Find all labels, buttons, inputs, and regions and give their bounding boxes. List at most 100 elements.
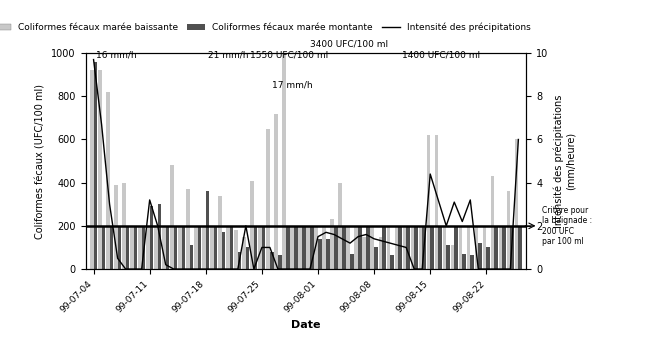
Bar [186,189,190,269]
Bar [149,206,153,269]
Bar [198,226,201,269]
Bar [126,226,129,269]
Bar [443,226,446,269]
Bar [491,176,494,269]
Bar [350,254,353,269]
Bar [190,245,193,269]
Bar [110,226,113,269]
Bar [290,226,294,269]
Bar [278,255,282,269]
Bar [390,255,393,269]
Bar [106,92,110,269]
Bar [174,226,177,269]
Text: Critère pour
la baignade :
200 UFC
par 100 ml: Critère pour la baignade : 200 UFC par 1… [542,206,593,246]
Bar [286,226,290,269]
Text: 1550 UFC/100 ml: 1550 UFC/100 ml [250,51,328,59]
Bar [470,255,474,269]
Bar [347,226,350,269]
Bar [411,226,414,269]
Bar [178,226,182,269]
Bar [446,245,450,269]
Bar [98,70,101,269]
Legend: Coliformes fécaux marée baissante, Coliformes fécaux marée montante, Intensité d: Coliformes fécaux marée baissante, Colif… [0,19,535,35]
Bar [515,139,519,269]
Bar [330,219,334,269]
Bar [378,236,382,269]
Bar [266,129,270,269]
Bar [519,226,522,269]
Text: 1400 UFC/100 ml: 1400 UFC/100 ml [402,51,480,59]
Bar [334,226,338,269]
Bar [218,196,222,269]
Bar [310,226,314,269]
Text: 3400 UFC/100 ml: 3400 UFC/100 ml [310,40,388,49]
Bar [342,226,345,269]
Bar [502,226,506,269]
Bar [298,226,302,269]
Bar [138,226,141,269]
Bar [238,252,241,269]
Bar [474,226,478,269]
Bar [206,191,209,269]
Bar [366,226,370,269]
Bar [507,191,511,269]
Bar [511,226,514,269]
Bar [182,226,186,269]
Bar [483,226,486,269]
Bar [166,226,169,269]
Bar [370,226,374,269]
Bar [322,226,326,269]
Bar [398,226,402,269]
Bar [274,114,278,269]
Bar [382,226,386,269]
Bar [358,226,362,269]
Bar [478,243,482,269]
Bar [307,226,310,269]
Bar [294,226,297,269]
Bar [210,226,214,269]
Bar [230,226,234,269]
Bar [414,226,418,269]
Bar [435,135,438,269]
Bar [130,226,134,269]
Y-axis label: Intensité des précipitations
(mm/heure): Intensité des précipitations (mm/heure) [554,95,576,228]
Bar [338,183,342,269]
Bar [114,185,118,269]
Bar [262,226,265,269]
Bar [93,62,97,269]
Bar [234,230,238,269]
Bar [418,226,422,269]
Bar [426,135,430,269]
Bar [318,239,322,269]
Text: 17 mm/h: 17 mm/h [272,81,313,90]
Bar [158,204,161,269]
Bar [246,247,249,269]
Bar [122,183,126,269]
Bar [134,226,138,269]
Bar [242,236,246,269]
Bar [315,226,318,269]
Bar [194,226,198,269]
Bar [454,226,458,269]
Bar [386,226,390,269]
Bar [170,165,174,269]
Bar [363,236,366,269]
Bar [395,226,398,269]
Bar [259,226,262,269]
X-axis label: Date: Date [291,320,320,330]
Bar [499,226,502,269]
Bar [222,232,226,269]
Bar [90,70,93,269]
Bar [355,226,358,269]
Bar [118,226,121,269]
Bar [154,226,158,269]
Y-axis label: Coliformes fécaux (UFC/100 ml): Coliformes fécaux (UFC/100 ml) [36,84,46,239]
Text: 16 mm/h: 16 mm/h [96,51,137,59]
Bar [226,226,230,269]
Bar [270,252,274,269]
Text: 21 mm/h: 21 mm/h [208,51,249,59]
Bar [463,254,466,269]
Bar [282,49,286,269]
Bar [302,226,305,269]
Bar [162,226,166,269]
